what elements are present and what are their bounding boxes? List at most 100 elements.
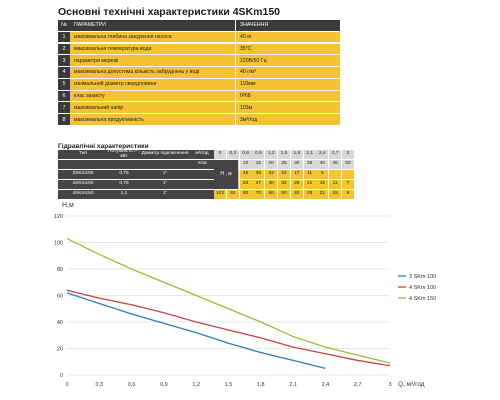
hyd-flow-cell: 2,7 <box>329 150 342 160</box>
hyd-model-diameter: 1" <box>140 179 190 190</box>
specs-row-value: IP68 <box>236 90 340 102</box>
hyd-head-cell: 70 <box>252 189 265 200</box>
hyd-model-power: 1,1 <box>108 189 140 200</box>
y-tick-label: 60 <box>57 294 63 300</box>
hyd-unit-spacer <box>190 189 214 200</box>
hyd-head-cell: 50 <box>277 189 290 200</box>
hyd-head-cell: 40 <box>265 179 278 190</box>
hyd-unit-spacer <box>190 179 214 190</box>
specs-row-param: мінімальний діаметр свердловини <box>70 78 236 90</box>
y-tick-label: 0 <box>60 373 63 379</box>
specs-row: 1 максимальна глибина занурення насоса 40 … <box>58 31 340 43</box>
hyd-ls-cell: 25 <box>277 159 290 170</box>
hyd-head-cell: 17 <box>290 169 303 180</box>
chart-grid <box>67 215 390 376</box>
x-axis-label: Q, м³/год <box>398 381 425 388</box>
hyd-flow-cell: 0,3 <box>226 150 239 160</box>
specs-row-value: 40 г/м³ <box>236 67 340 78</box>
hyd-ls-cell: 45 <box>329 159 342 170</box>
legend-label: 3 SKm 100 <box>409 274 436 280</box>
specs-row-value: 220В/50 Гц <box>236 55 340 66</box>
hyd-unit-flow: м³/год <box>190 150 214 160</box>
specs-row-value: 3м³/год <box>236 114 340 125</box>
x-tick-label: 0 <box>65 382 68 388</box>
y-tick-label: 20 <box>57 347 63 353</box>
hydraulic-table: Тип Потужність Р , кВт Діаметр підключен… <box>58 148 355 200</box>
series-line <box>66 237 391 364</box>
x-tick-label: 0,6 <box>128 382 136 388</box>
specs-row: 5 мінімальний діаметр свердловини 110мм <box>58 78 340 90</box>
y-tick-label: 100 <box>54 241 63 247</box>
hyd-head-cell: 53 <box>239 179 252 190</box>
hyd-model-power: 0,75 <box>108 179 140 190</box>
hyd-unit-spacer <box>190 169 214 180</box>
hyd-head-cell: 29 <box>303 189 316 200</box>
hyd-flow-cell: 2,4 <box>316 150 329 160</box>
specs-row-param: клас захисту <box>70 90 236 102</box>
hyd-head-cell: 39 <box>252 169 265 180</box>
hyd-head-cell: 11 <box>329 179 342 190</box>
hyd-head-cell: 32 <box>265 169 278 180</box>
specs-row-num: 1 <box>58 31 70 43</box>
x-tick-label: 1,5 <box>225 382 233 388</box>
hyd-head-cell: 103 <box>214 189 226 200</box>
legend-label: 4 SKm 100 <box>409 285 436 291</box>
specs-row-param: максимальна допустима кількість забрудне… <box>70 67 236 78</box>
specs-row-num: 5 <box>58 78 70 90</box>
hyd-flow-cell: 0,9 <box>252 150 265 160</box>
hyd-head-cell: 28 <box>290 179 303 190</box>
hyd-flow-cell: 2,1 <box>303 150 316 160</box>
hyd-head-cell: 60 <box>265 189 278 200</box>
specs-row-value: 40 м <box>236 31 340 43</box>
specs-header-param: ПАРАМЕТРИ <box>70 20 236 31</box>
hyd-header-row: Тип Потужність Р , кВт Діаметр підключен… <box>58 148 355 160</box>
hyd-head-cell: 91 <box>226 189 239 200</box>
hyd-power-header: Потужність Р , кВт <box>108 148 140 160</box>
hyd-ls-cell: 50 <box>341 159 354 170</box>
hyd-ls-cell: 15 <box>252 159 265 170</box>
legend-label: 4 SKm 150 <box>409 296 436 302</box>
specs-row: 3 параметри мережі 220В/50 Гц <box>58 55 340 66</box>
hyd-head-cell: 80 <box>239 189 252 200</box>
x-tick-label: 2,4 <box>322 382 330 388</box>
specs-row-num: 6 <box>58 90 70 102</box>
specs-row-num: 2 <box>58 43 70 55</box>
hyd-head-cell: 40 <box>290 189 303 200</box>
hyd-model-name: 4SKm150 <box>58 189 108 200</box>
hyd-head-cell: 21 <box>303 179 316 190</box>
specs-row-value: 103м <box>236 102 340 114</box>
hyd-head-cell: 47 <box>252 179 265 190</box>
specs-row: 8 максимальна продуктивність 3м³/год <box>58 114 340 125</box>
specs-row-num: 8 <box>58 114 70 125</box>
x-tick-label: 2,1 <box>289 382 297 388</box>
series-line <box>66 292 326 370</box>
x-tick-label: 0,3 <box>95 382 103 388</box>
hyd-flow-cell: 0,6 <box>239 150 252 160</box>
hyd-blank <box>108 159 140 170</box>
specs-row-num: 4 <box>58 67 70 78</box>
specs-row-param: максимальна глибина занурення насоса <box>70 31 236 43</box>
x-tick-label: 1,2 <box>192 382 200 388</box>
page-title: Основні технічні характеристики 4SKm150 <box>58 6 280 18</box>
hyd-head-cell: 24 <box>277 169 290 180</box>
hyd-head-cell <box>341 169 354 180</box>
y-tick-label: 40 <box>57 320 63 326</box>
hyd-blank <box>140 159 190 170</box>
specs-row-param: максимальна температура води <box>70 43 236 55</box>
hyd-head-cell: 7 <box>341 179 354 190</box>
hyd-head-cell: 15 <box>329 189 342 200</box>
hyd-model-row: 4SKm150 1,1 1" 103 91 80 70 60 50 40 29 21 15 9 <box>58 189 355 200</box>
x-tick-label: 3 <box>388 382 391 388</box>
hyd-ls-cell: 35 <box>303 159 316 170</box>
hyd-model-name: 3SKm100 <box>58 169 108 180</box>
hyd-head-cell: 5 <box>316 169 329 180</box>
specs-row: 4 максимальна допустима кількість забрудн… <box>58 67 340 78</box>
hyd-unit-ls: л/хв <box>190 159 214 170</box>
hyd-head-cell: 11 <box>303 169 316 180</box>
hyd-unit-head: Н , м <box>214 160 238 189</box>
hyd-ls-cell: 20 <box>265 159 278 170</box>
y-tick-label: 120 <box>54 214 63 220</box>
x-tick-label: 1,8 <box>257 382 265 388</box>
specs-row-num: 7 <box>58 102 70 114</box>
